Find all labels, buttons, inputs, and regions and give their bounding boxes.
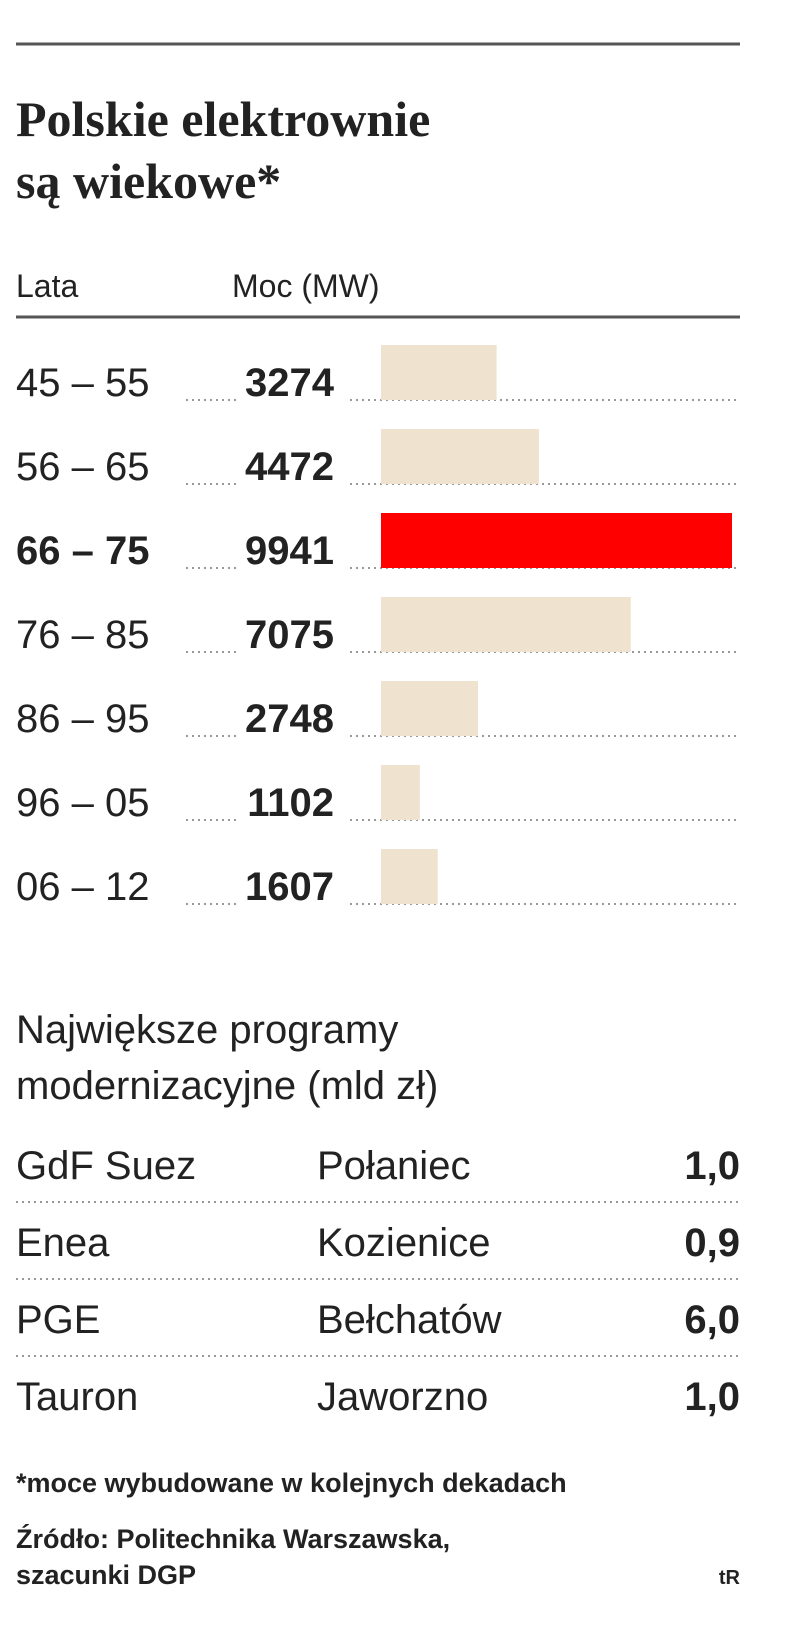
plant: Połaniec [317,1144,470,1188]
category-label: 06 – 12 [16,865,149,909]
column-header: Lata [16,268,78,304]
category-label: 45 – 55 [16,361,149,405]
table-title: Największe programy [16,1008,398,1052]
source: Źródło: Politechnika Warszawska, [16,1523,450,1554]
value-label: 2748 [245,697,334,741]
amount: 6,0 [684,1298,740,1342]
chart-title: są wiekowe* [16,153,281,209]
footnote: *moce wybudowane w kolejnych dekadach [16,1468,567,1498]
table-title: modernizacyjne (mld zł) [16,1064,438,1108]
amount: 1,0 [684,1144,740,1188]
bar [381,429,539,484]
value-label: 1102 [247,781,334,825]
value-label: 3274 [245,361,335,405]
amount: 1,0 [684,1375,740,1419]
category-label: 56 – 65 [16,445,149,489]
bar [381,765,420,820]
value-label: 7075 [245,613,334,657]
value-label: 4472 [245,445,334,489]
category-label: 96 – 05 [16,781,149,825]
plant: Bełchatów [317,1298,502,1342]
plant: Kozienice [317,1221,490,1265]
category-label: 76 – 85 [16,613,149,657]
bar [381,681,479,736]
company: GdF Suez [16,1144,196,1188]
bar [381,849,438,904]
bar [381,345,497,400]
column-header: Moc (MW) [232,268,380,304]
chart-title: Polskie elektrownie [16,91,430,147]
company: PGE [16,1298,100,1342]
category-label: 86 – 95 [16,697,149,741]
category-label: 66 – 75 [16,529,149,573]
credit: tR [719,1567,741,1589]
value-label: 9941 [245,529,334,573]
company: Tauron [16,1375,138,1419]
bar [381,513,732,568]
amount: 0,9 [684,1221,740,1265]
bar [381,597,631,652]
plant: Jaworzno [317,1375,488,1419]
source: szacunki DGP [16,1560,196,1590]
company: Enea [16,1221,110,1265]
value-label: 1607 [245,865,334,909]
